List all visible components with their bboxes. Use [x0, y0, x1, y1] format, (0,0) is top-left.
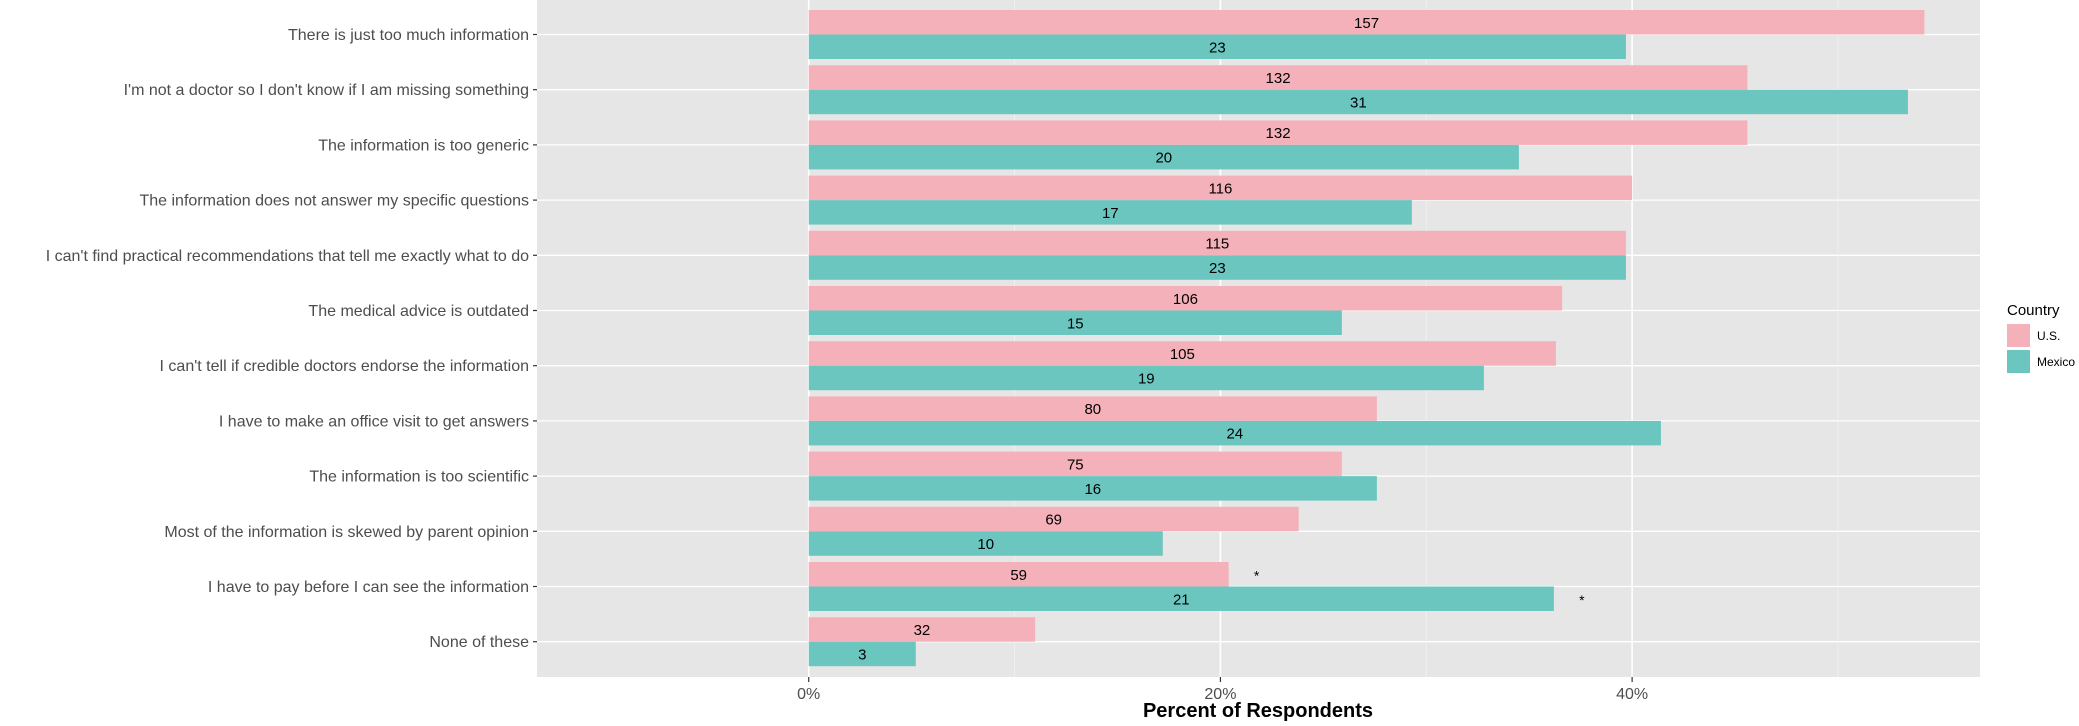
category-label: The information is too generic	[318, 137, 529, 154]
x-tick-label: 0%	[797, 686, 820, 703]
bar	[808, 200, 1412, 225]
bar	[808, 341, 1556, 366]
category-label: The information is too scientific	[309, 469, 529, 486]
bar	[808, 310, 1342, 335]
bar	[808, 586, 1554, 611]
bar-count-label: 23	[1209, 260, 1226, 277]
bar-count-label: 32	[914, 622, 931, 639]
bar-count-label: 59	[1010, 567, 1027, 584]
legend-key-mexico	[2007, 350, 2030, 373]
bar-count-label: 23	[1209, 39, 1226, 56]
bar	[808, 10, 1925, 35]
bar	[808, 617, 1036, 642]
bar	[808, 365, 1484, 391]
bar	[808, 120, 1748, 145]
bar-count-label: 132	[1266, 70, 1291, 87]
legend-title: Country	[2007, 302, 2060, 319]
bar	[808, 286, 1563, 311]
category-label: None of these	[429, 634, 529, 651]
bar-count-label: 31	[1350, 94, 1367, 111]
category-label: I can't tell if credible doctors endorse…	[160, 358, 529, 375]
significance-marker: *	[1579, 592, 1585, 608]
x-tick-label: 40%	[1616, 686, 1648, 703]
bar	[808, 641, 916, 667]
bar-count-label: 115	[1205, 236, 1229, 253]
x-axis-title: Percent of Respondents	[1143, 700, 1373, 721]
legend-label-us: U.S.	[2037, 329, 2060, 343]
x-axis: 0% 20% 40%	[797, 677, 1648, 703]
bar-count-label: 106	[1173, 291, 1198, 308]
bar-count-label: 3	[858, 646, 866, 663]
legend-key-us	[2007, 324, 2030, 347]
bar	[808, 420, 1661, 446]
bar-count-label: 116	[1208, 180, 1232, 197]
bar-count-label: 105	[1170, 346, 1195, 363]
bar-count-label: 10	[977, 536, 994, 553]
bar-count-label: 15	[1067, 315, 1084, 332]
category-label: The medical advice is outdated	[308, 303, 529, 320]
bar-count-label: 20	[1155, 150, 1172, 167]
bar-count-label: 132	[1266, 125, 1291, 142]
bar-count-label: 80	[1084, 401, 1101, 418]
bar	[808, 230, 1626, 256]
bar	[808, 144, 1519, 170]
bar-count-label: 19	[1138, 370, 1155, 387]
category-label: Most of the information is skewed by par…	[164, 524, 529, 541]
bar-count-label: 69	[1045, 512, 1062, 529]
category-label: I can't find practical recommendations t…	[46, 248, 529, 265]
bar	[808, 562, 1229, 587]
bar	[808, 89, 1908, 115]
bar	[808, 531, 1163, 556]
bar	[808, 175, 1633, 201]
legend-label-mexico: Mexico	[2037, 355, 2075, 369]
category-labels: There is just too much information I'm no…	[46, 27, 537, 651]
bar	[808, 396, 1377, 421]
bar-count-label: 24	[1226, 426, 1243, 443]
bar-count-label: 16	[1084, 481, 1101, 498]
category-label: The information does not answer my speci…	[139, 193, 529, 210]
bar	[808, 34, 1626, 59]
legend: Country U.S. Mexico	[2007, 302, 2075, 373]
bar	[808, 506, 1299, 532]
bar	[808, 451, 1342, 477]
category-label: I'm not a doctor so I don't know if I am…	[124, 82, 529, 99]
category-label: I have to pay before I can see the infor…	[208, 579, 529, 596]
bar	[808, 476, 1377, 501]
bar	[808, 255, 1626, 280]
category-label: There is just too much information	[288, 27, 529, 44]
x-tick-label: 20%	[1204, 686, 1236, 703]
bars: 157 132 132 116 115 106 105 80 75 69 59 * 32 23 31 20 17…	[808, 10, 1925, 667]
bar-count-label: 21	[1173, 591, 1190, 608]
bar	[808, 65, 1748, 90]
bar-count-label: 17	[1102, 205, 1119, 222]
significance-marker: *	[1254, 567, 1260, 583]
category-label: I have to make an office visit to get an…	[219, 413, 529, 430]
bar-count-label: 157	[1354, 15, 1379, 32]
bar-count-label: 75	[1067, 456, 1084, 473]
